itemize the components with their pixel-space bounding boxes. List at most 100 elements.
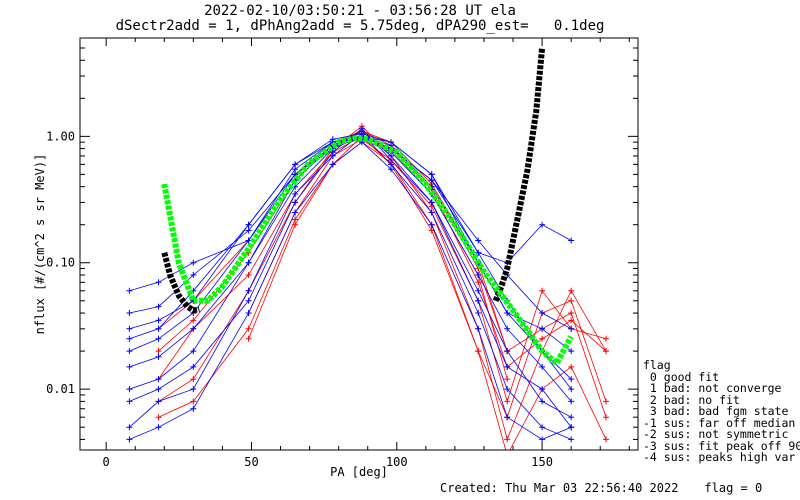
data-point-marker — [539, 221, 546, 228]
x-tick-label: 50 — [244, 455, 258, 469]
plot-frame — [79, 37, 639, 451]
data-point-marker — [568, 376, 575, 383]
data-point-marker — [539, 325, 546, 332]
data-point-marker — [504, 386, 511, 393]
data-point-marker — [539, 335, 546, 342]
data-point-marker — [428, 209, 435, 216]
data-point-marker — [568, 386, 575, 393]
data-point-marker — [155, 414, 162, 421]
legend-header: flag — [643, 358, 671, 372]
data-point-marker — [155, 317, 162, 324]
data-point-marker — [190, 325, 197, 332]
data-point-marker — [245, 335, 252, 342]
data-point-marker — [245, 259, 252, 266]
data-point-marker — [568, 310, 575, 316]
data-point-marker — [190, 398, 197, 405]
data-point-marker — [428, 199, 435, 206]
legend-item: -3 sus: fit peak off 90 — [643, 438, 800, 453]
fit-curve-green — [161, 135, 574, 367]
data-point-marker — [475, 249, 482, 256]
data-point-marker — [475, 272, 482, 278]
data-series-line — [158, 135, 508, 380]
data-point-marker — [245, 297, 252, 304]
axes-layer: 0 50 100 150 0.01 0.10 1.00 — [46, 37, 638, 469]
data-point-marker — [190, 405, 197, 412]
data-point-marker — [190, 386, 197, 393]
data-point-marker — [155, 303, 162, 310]
data-point-marker — [126, 325, 133, 332]
data-point-marker — [155, 348, 162, 355]
data-point-marker — [539, 386, 546, 393]
data-point-marker — [539, 310, 546, 316]
legend-item: 2 bad: no fit — [643, 392, 740, 407]
data-point-marker — [155, 386, 162, 393]
data-point-marker — [126, 287, 133, 294]
legend-item: 0 good fit — [643, 369, 720, 384]
data-point-marker — [475, 325, 482, 332]
data-point-marker — [504, 325, 511, 332]
data-point-marker — [190, 317, 197, 324]
x-axis-label: PA [deg] — [330, 465, 388, 479]
fit-curve-black — [492, 47, 546, 302]
data-point-marker — [329, 136, 336, 143]
data-point-marker — [568, 287, 575, 294]
data-point-marker — [245, 272, 252, 278]
data-point-marker — [504, 436, 511, 443]
data-point-marker — [190, 348, 197, 355]
data-point-marker — [568, 348, 575, 355]
y-tick-label: 1.00 — [46, 129, 75, 143]
data-point-marker — [568, 414, 575, 421]
flag-value: flag = 0 — [704, 481, 763, 495]
fit-layer — [161, 47, 574, 367]
data-point-marker — [504, 310, 511, 316]
data-point-marker — [292, 209, 299, 216]
data-point-marker — [388, 139, 394, 146]
data-point-marker — [475, 297, 482, 304]
data-point-marker — [388, 157, 394, 163]
data-point-marker — [539, 363, 546, 370]
data-point-marker — [245, 325, 252, 332]
x-tick-label: 0 — [103, 455, 110, 469]
legend-item: 3 bad: bad fgm state — [643, 404, 789, 418]
data-point-marker — [155, 279, 162, 286]
data-point-marker — [539, 398, 546, 405]
data-point-marker — [292, 191, 299, 197]
data-point-marker — [568, 297, 575, 304]
chart-title: 2022-02-10/03:50:21 - 03:56:28 UT ela — [204, 3, 516, 19]
data-point-marker — [603, 398, 609, 405]
data-point-marker — [190, 363, 197, 370]
data-point-marker — [568, 317, 575, 324]
data-series-line — [158, 141, 607, 450]
data-point-marker — [126, 386, 133, 393]
legend-item: 1 bad: not converge — [643, 381, 782, 395]
fit-curve-black — [161, 251, 200, 314]
data-point-marker — [504, 452, 510, 458]
legend-item: -1 sus: far off median — [643, 415, 796, 430]
data-point-marker — [329, 161, 336, 168]
data-point-marker — [504, 376, 511, 383]
data-point-marker — [428, 177, 435, 184]
data-point-marker — [190, 259, 197, 266]
x-tick-label: 150 — [531, 455, 553, 469]
data-point-marker — [292, 199, 299, 206]
data-point-marker — [475, 348, 482, 355]
data-point-marker — [475, 287, 482, 294]
data-point-marker — [504, 414, 511, 421]
y-tick-label: 0.01 — [46, 382, 75, 396]
data-point-marker — [126, 436, 133, 443]
created-timestamp: Created: Thu Mar 03 22:56:40 2022 — [440, 481, 679, 495]
data-point-marker — [126, 424, 133, 431]
data-point-marker — [539, 424, 546, 431]
x-tick-label: 100 — [386, 455, 408, 469]
data-point-marker — [504, 398, 511, 405]
data-point-marker — [568, 325, 575, 332]
data-point-marker — [568, 436, 575, 443]
data-series-line — [129, 135, 572, 380]
data-point-marker — [329, 149, 336, 156]
data-point-marker — [245, 221, 252, 228]
data-point-marker — [475, 237, 482, 244]
data-series-line — [248, 135, 607, 419]
data-point-marker — [292, 216, 299, 223]
data-point-marker — [155, 353, 162, 360]
